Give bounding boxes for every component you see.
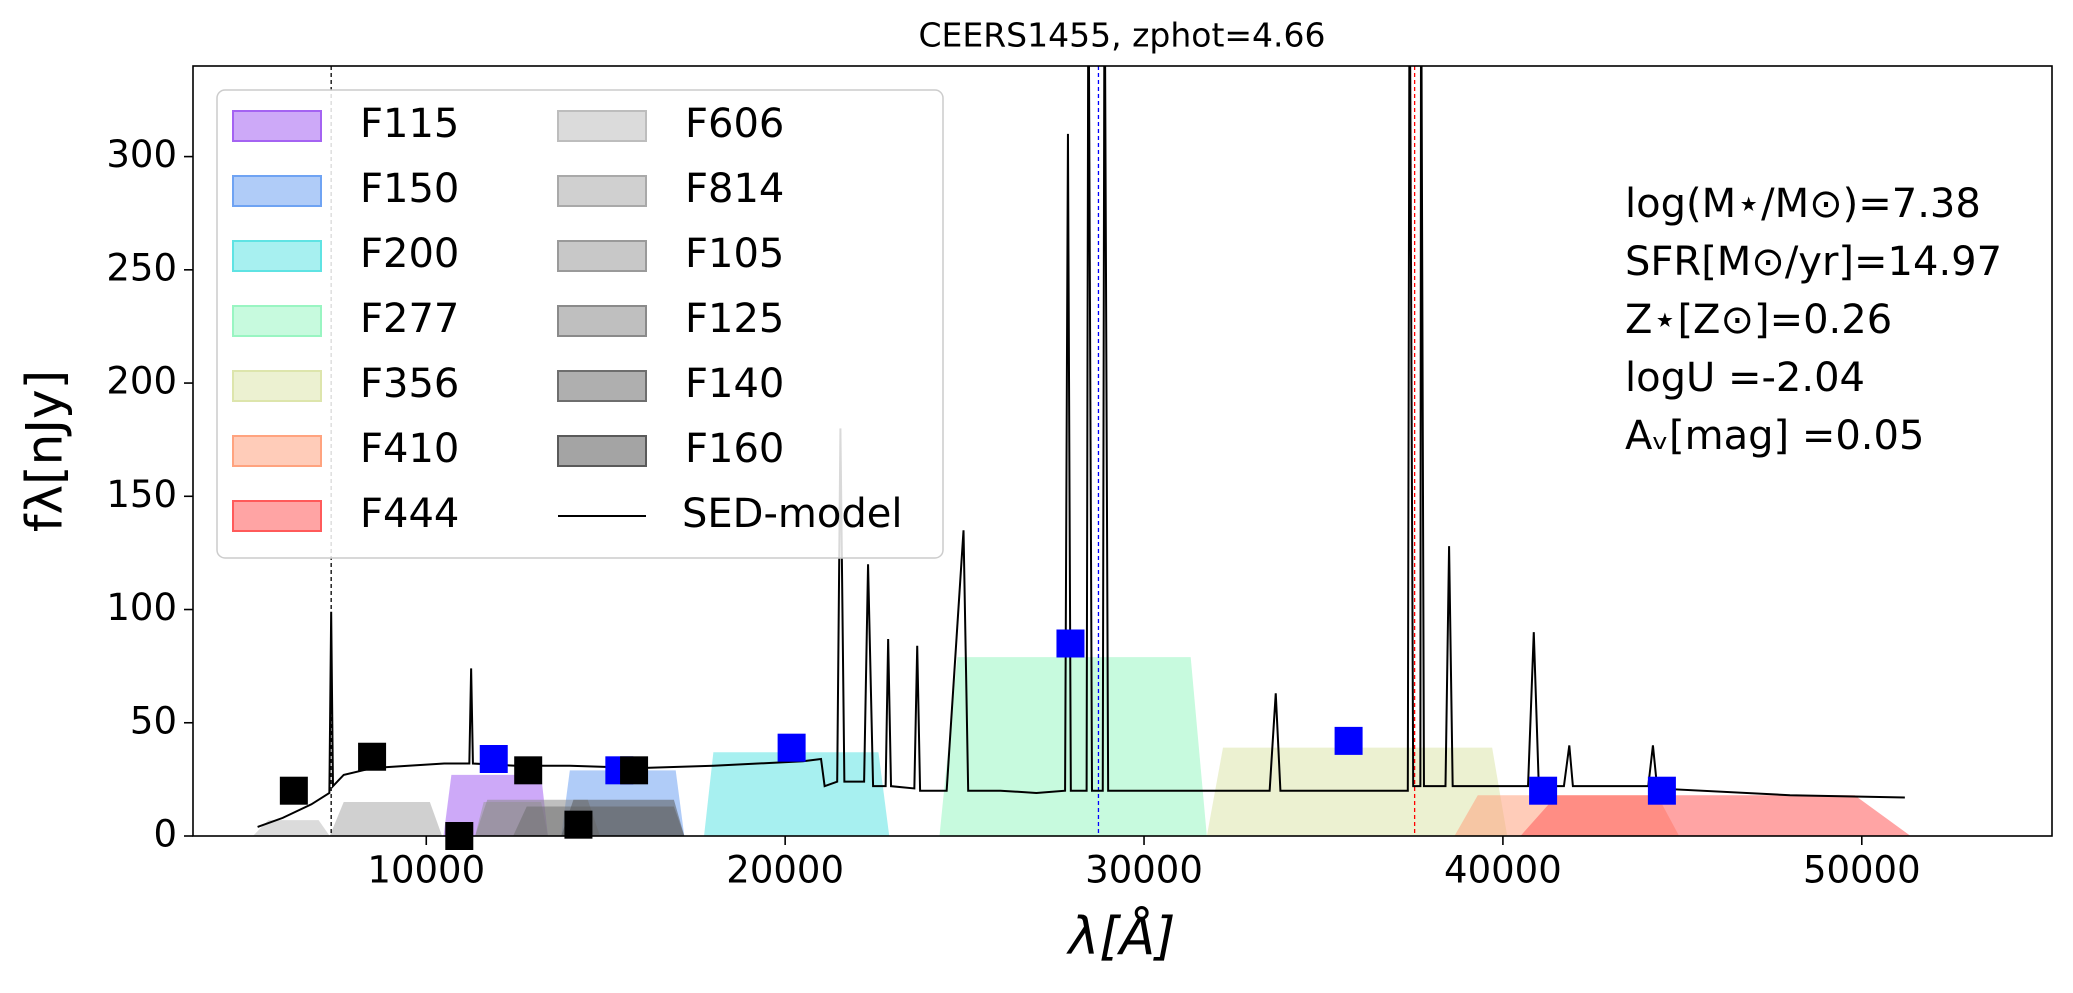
photometry-point [620, 756, 649, 785]
legend-label: F606 [685, 101, 784, 147]
y-tick-label: 50 [130, 699, 177, 742]
y-tick-label: 250 [106, 246, 177, 289]
y-tick-label: 150 [106, 473, 177, 516]
photometry-point [1647, 776, 1676, 805]
legend-swatch [232, 110, 322, 142]
legend-label: F105 [685, 231, 784, 277]
legend-swatch [232, 435, 322, 467]
photometry-point [564, 810, 593, 839]
photometry-point [279, 776, 308, 805]
x-tick-label: 10000 [367, 849, 485, 892]
legend-swatch [557, 435, 647, 467]
legend-swatch [232, 370, 322, 402]
annotation: logU =-2.04 [1625, 355, 1865, 401]
legend-swatch [557, 175, 647, 207]
legend-label: F410 [360, 426, 459, 472]
legend-swatch [232, 240, 322, 272]
filter-band [1520, 795, 1911, 836]
y-tick-label: 100 [106, 586, 177, 629]
filter-band [704, 752, 890, 836]
legend-swatch [232, 305, 322, 337]
photometry-point [358, 742, 387, 771]
legend-swatch [557, 305, 647, 337]
x-tick-label: 40000 [1444, 849, 1562, 892]
legend-swatch [557, 370, 647, 402]
plot-area [252, 66, 1911, 836]
legend-swatch [232, 175, 322, 207]
filter-band [939, 657, 1207, 836]
x-tick-label: 20000 [726, 849, 844, 892]
legend-swatch [232, 500, 322, 532]
photometry-point [1529, 776, 1558, 805]
x-tick-label: 50000 [1803, 849, 1921, 892]
legend-label: F160 [685, 426, 784, 472]
chart-title: CEERS1455, zphot=4.66 [918, 16, 1325, 55]
filter-band [1206, 747, 1508, 836]
photometry-point [1334, 726, 1363, 755]
photometry-point [777, 733, 806, 762]
photometry-point [479, 745, 508, 773]
legend-swatch [557, 240, 647, 272]
annotation: Z⋆[Z⊙]=0.26 [1625, 297, 1892, 343]
legend-label: F814 [685, 166, 784, 212]
y-axis-label: fλ[nJy] [16, 370, 74, 532]
photometry-point [1056, 629, 1085, 658]
legend-label: F277 [360, 296, 459, 342]
legend-label: F115 [360, 101, 459, 147]
x-tick-label: 30000 [1085, 849, 1203, 892]
sed-line [257, 66, 1905, 828]
x-axis-label: λ[Å] [1066, 905, 1176, 967]
legend-label: F140 [685, 361, 784, 407]
legend-label: F444 [360, 491, 459, 537]
legend-label: F125 [685, 296, 784, 342]
legend-label: SED-model [682, 491, 902, 537]
legend-label: F356 [360, 361, 459, 407]
y-tick-label: 0 [153, 813, 177, 856]
annotation: Aᵥ[mag] =0.05 [1625, 413, 1924, 459]
legend-swatch [557, 110, 647, 142]
filter-band [252, 820, 330, 836]
legend-label: F150 [360, 166, 459, 212]
plot-frame [192, 65, 2053, 837]
filter-band [329, 802, 443, 836]
annotation: SFR[M⊙/yr]=14.97 [1625, 239, 2002, 285]
y-tick-label: 300 [106, 133, 177, 176]
y-tick-label: 200 [106, 360, 177, 403]
annotation: log(M⋆/M⊙)=7.38 [1625, 181, 1981, 227]
photometry-point [514, 756, 543, 785]
legend-label: F200 [360, 231, 459, 277]
